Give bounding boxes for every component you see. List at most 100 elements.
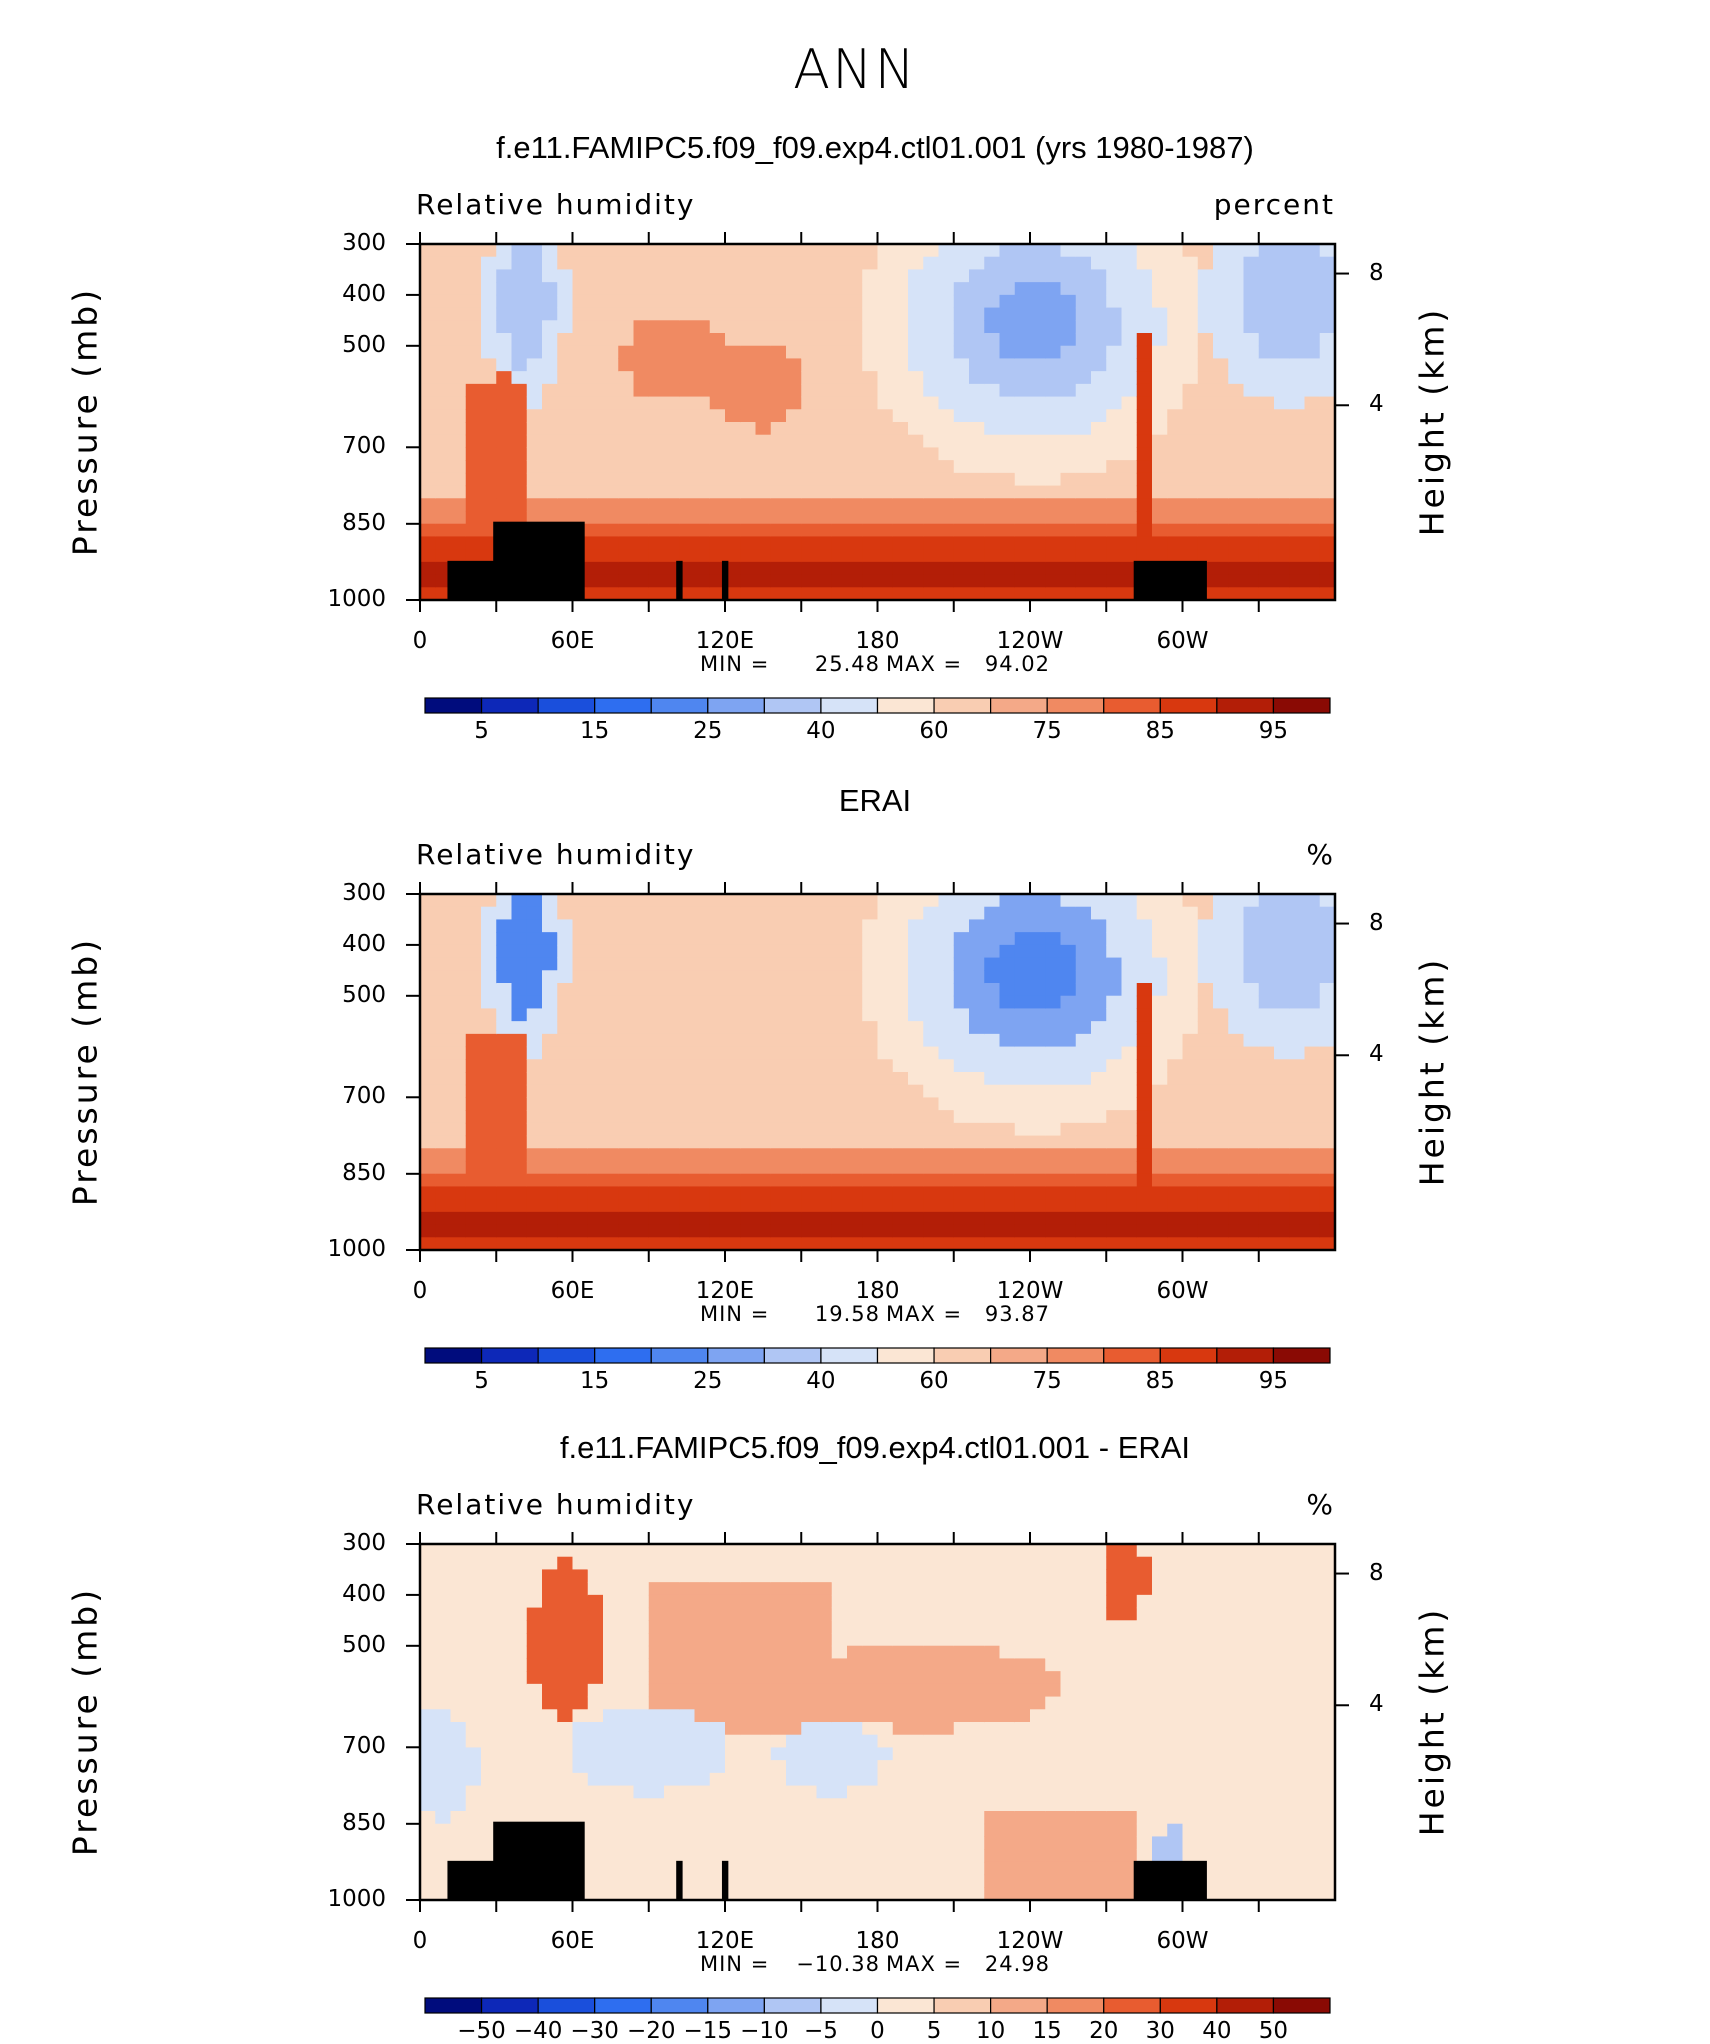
contour-cell [740, 1824, 756, 1837]
contour-cell [939, 1072, 955, 1085]
contour-cell [649, 257, 665, 270]
contour-cell [512, 1658, 528, 1671]
contour-cell [832, 295, 848, 308]
contour-cell [771, 1824, 787, 1837]
contour-cell [710, 1722, 726, 1735]
contour-cell [603, 460, 619, 473]
contour-cell [893, 1595, 909, 1608]
contour-cell [1030, 1557, 1046, 1570]
contour-cell [1213, 1658, 1229, 1671]
contour-cell [817, 244, 833, 257]
contour-cell [588, 1085, 604, 1098]
contour-cell [588, 1709, 604, 1722]
contour-cell [1259, 562, 1275, 575]
contour-cell [512, 1021, 528, 1034]
contour-cell [634, 575, 650, 588]
contour-cell [1000, 1798, 1016, 1811]
contour-cell [832, 575, 848, 588]
contour-cell [1045, 1047, 1061, 1060]
contour-cell [588, 549, 604, 562]
contour-cell [527, 1633, 543, 1646]
contour-cell [893, 1722, 909, 1735]
contour-cell [1198, 1620, 1214, 1633]
contour-cell [679, 1811, 695, 1824]
contour-cell [801, 1072, 817, 1085]
contour-cell [923, 1544, 939, 1557]
contour-cell [557, 1097, 573, 1110]
contour-cell [1076, 1747, 1092, 1760]
contour-cell [1198, 1709, 1214, 1722]
contour-cell [496, 1136, 512, 1149]
contour-cell [939, 435, 955, 448]
contour-cell [1320, 1199, 1336, 1212]
contour-cell [878, 1212, 894, 1225]
contour-cell [725, 1633, 741, 1646]
contour-cell [740, 1186, 756, 1199]
contour-cell [664, 473, 680, 486]
contour-cell [1259, 524, 1275, 537]
contour-cell [969, 1186, 985, 1199]
contour-cell [1183, 1684, 1199, 1697]
contour-cell [1015, 1849, 1031, 1862]
contour-cell [1106, 1174, 1122, 1187]
contour-cell [588, 486, 604, 499]
contour-cell [908, 996, 924, 1009]
contour-cell [1076, 1633, 1092, 1646]
contour-cell [451, 295, 467, 308]
contour-cell [1244, 1085, 1260, 1098]
contour-cell [588, 1212, 604, 1225]
contour-cell [1167, 333, 1183, 346]
contour-cell [435, 996, 451, 1009]
contour-cell [1045, 1824, 1061, 1837]
contour-cell [649, 1773, 665, 1786]
contour-cell [1045, 1097, 1061, 1110]
contour-cell [862, 1620, 878, 1633]
contour-cell [801, 1136, 817, 1149]
contour-cell [1061, 1887, 1077, 1900]
contour-cell [527, 1237, 543, 1250]
contour-cell [1030, 1544, 1046, 1557]
contour-cell [923, 409, 939, 422]
contour-cell [435, 511, 451, 524]
contour-cell [817, 524, 833, 537]
contour-cell [1122, 1021, 1138, 1034]
contour-cell [1000, 371, 1016, 384]
contour-cell [1274, 282, 1290, 295]
contour-cell [893, 983, 909, 996]
contour-cell [1244, 1709, 1260, 1722]
contour-cell [557, 371, 573, 384]
contour-cell [817, 1186, 833, 1199]
contour-cell [1061, 1059, 1077, 1072]
contour-cell [451, 1709, 467, 1722]
contour-cell [1091, 1798, 1107, 1811]
contour-cell [832, 308, 848, 321]
contour-cell [969, 1136, 985, 1149]
contour-cell [954, 1034, 970, 1047]
contour-cell [1091, 932, 1107, 945]
contour-cell [1045, 460, 1061, 473]
contour-cell [634, 1709, 650, 1722]
contour-cell [1213, 562, 1229, 575]
contour-cell [1274, 587, 1290, 600]
contour-cell [695, 1544, 711, 1557]
contour-cell [817, 1697, 833, 1710]
contour-cell [801, 1582, 817, 1595]
contour-cell [1228, 257, 1244, 270]
contour-cell [923, 308, 939, 321]
contour-cell [1305, 371, 1321, 384]
colorbar-swatch [538, 1348, 595, 1363]
contour-cell [908, 894, 924, 907]
contour-cell [679, 295, 695, 308]
contour-cell [847, 1186, 863, 1199]
contour-cell [878, 919, 894, 932]
contour-cell [451, 346, 467, 359]
contour-cell [512, 295, 528, 308]
contour-cell [1091, 1875, 1107, 1888]
contour-cell [1259, 549, 1275, 562]
contour-cell [786, 1760, 802, 1773]
contour-cell [1320, 1186, 1336, 1199]
contour-cell [984, 1008, 1000, 1021]
contour-cell [1045, 1595, 1061, 1608]
contour-cell [756, 1849, 772, 1862]
contour-cell [1183, 894, 1199, 907]
